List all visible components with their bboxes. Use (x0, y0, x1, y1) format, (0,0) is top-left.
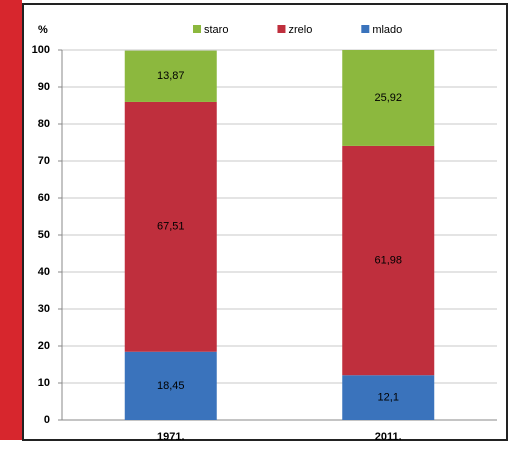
y-tick-label: 80 (38, 118, 50, 130)
y-tick-label: 40 (38, 266, 50, 278)
y-tick-label: 20 (38, 340, 50, 352)
y-tick-label: 70 (38, 155, 50, 167)
legend-label: mlado (372, 24, 402, 36)
value-label: 25,92 (374, 92, 402, 104)
legend-swatch (193, 25, 201, 33)
legend-swatch (361, 25, 370, 33)
x-tick-label: 1971. (157, 431, 185, 443)
bar-segment (342, 375, 435, 420)
y-tick-label: 0 (44, 414, 50, 426)
y-tick-label: 90 (38, 81, 50, 93)
legend-label: staro (204, 24, 228, 36)
legend-swatch (277, 25, 286, 33)
y-tick-label: 100 (32, 44, 50, 56)
value-label: 12,1 (378, 392, 399, 404)
bar-segment (124, 50, 217, 102)
value-label: 61,98 (374, 254, 402, 266)
side-strip (0, 0, 22, 440)
chart-frame (22, 3, 508, 441)
bar-segment (124, 101, 217, 352)
value-label: 18,45 (157, 380, 185, 392)
y-tick-label: 10 (38, 377, 50, 389)
value-label: 13,87 (157, 70, 185, 82)
bar-segment (342, 145, 435, 376)
bar-segment (342, 50, 435, 146)
bar-segment (124, 351, 217, 420)
x-tick-label: 2011. (375, 431, 402, 443)
y-tick-label: 60 (38, 192, 50, 204)
y-tick-label: 50 (38, 229, 50, 241)
y-tick-label: 30 (38, 303, 50, 315)
y-axis-label: % (38, 24, 48, 36)
legend-label: zrelo (288, 24, 312, 36)
value-label: 67,51 (157, 221, 185, 233)
